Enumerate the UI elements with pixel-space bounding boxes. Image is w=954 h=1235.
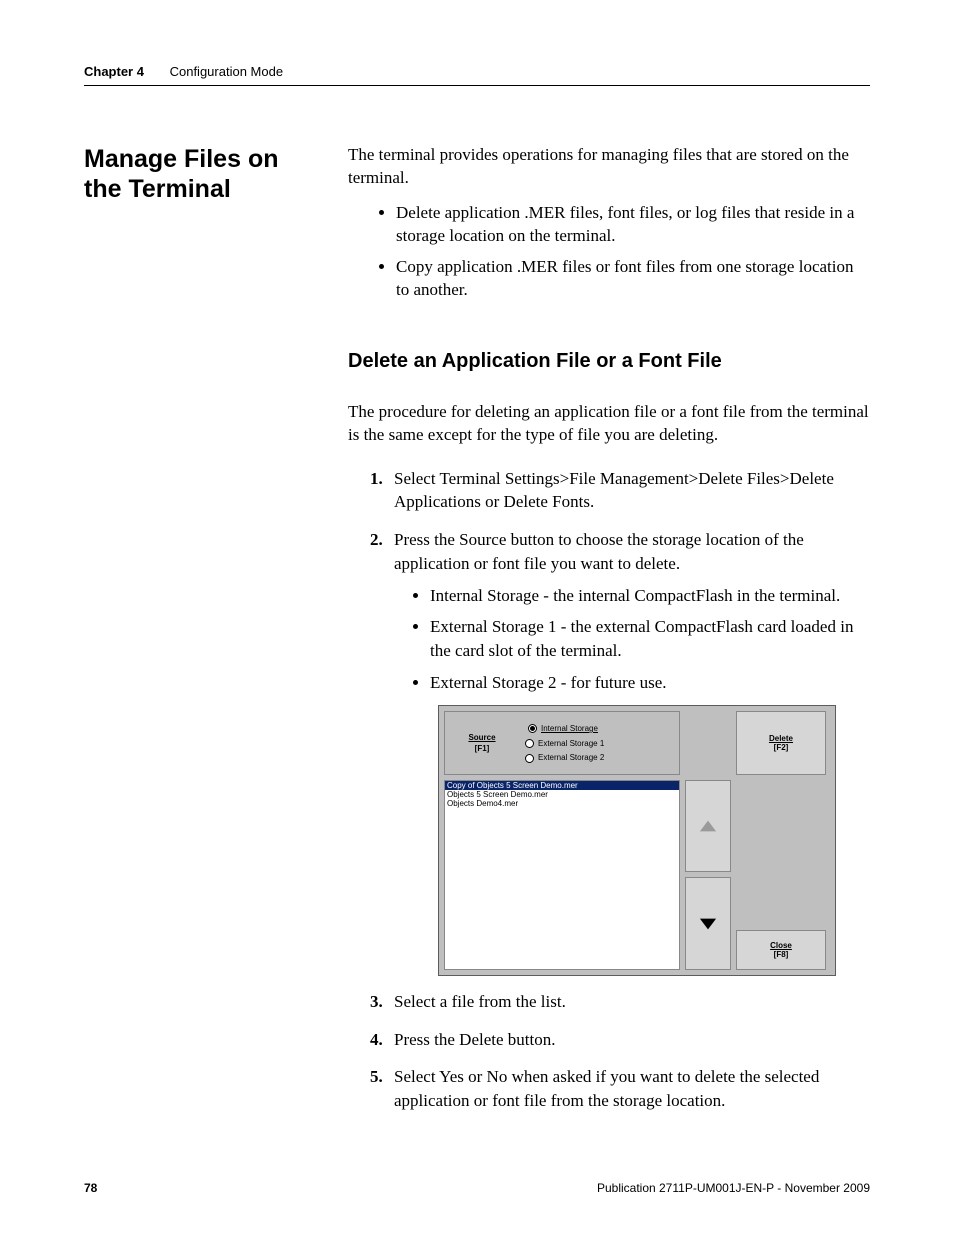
step-number: 3. — [370, 990, 383, 1014]
step-number: 1. — [370, 467, 383, 491]
close-key: [F8] — [774, 950, 789, 959]
scroll-up-button[interactable] — [685, 780, 731, 873]
radio-label: External Storage 1 — [538, 738, 604, 749]
triangle-down-icon — [699, 917, 717, 931]
list-item: External Storage 2 - for future use. — [430, 671, 870, 695]
triangle-up-icon — [699, 819, 717, 833]
storage-radio-group: Internal Storage External Storage 1 — [519, 712, 679, 774]
spacer — [685, 711, 731, 775]
dialog-bottom-row: Copy of Objects 5 Screen Demo.mer Object… — [444, 780, 830, 970]
radio-label: External Storage 2 — [538, 752, 604, 763]
chapter-title: Configuration Mode — [170, 64, 283, 79]
page-footer: 78 Publication 2711P-UM001J-EN-P - Novem… — [84, 1181, 870, 1195]
delete-label: Delete — [769, 734, 793, 743]
radio-icon — [525, 739, 534, 748]
file-list-item[interactable]: Objects Demo4.mer — [445, 799, 679, 808]
file-list-item[interactable]: Objects 5 Screen Demo.mer — [445, 790, 679, 799]
list-item: Delete application .MER files, font file… — [396, 202, 870, 248]
step-item: 5. Select Yes or No when asked if you wa… — [370, 1065, 870, 1113]
running-header: Chapter 4 Configuration Mode — [84, 64, 870, 86]
radio-icon — [525, 754, 534, 763]
step-text: Select Terminal Settings>File Management… — [394, 469, 834, 512]
step-text: Select Yes or No when asked if you want … — [394, 1067, 819, 1110]
step-item: 1. Select Terminal Settings>File Managem… — [370, 467, 870, 515]
intro-paragraph: The terminal provides operations for man… — [348, 144, 870, 190]
list-item: Internal Storage - the internal CompactF… — [430, 584, 870, 608]
document-page: Chapter 4 Configuration Mode Manage File… — [0, 0, 954, 1235]
scroll-arrow-column — [685, 780, 731, 970]
page-number: 78 — [84, 1181, 97, 1195]
section-title: Manage Files on the Terminal — [84, 144, 318, 204]
step-text: Select a file from the list. — [394, 992, 566, 1011]
step-item: 3. Select a file from the list. — [370, 990, 870, 1014]
step-number: 5. — [370, 1065, 383, 1089]
close-button[interactable]: Close [F8] — [736, 930, 826, 970]
ordered-steps: 1. Select Terminal Settings>File Managem… — [348, 467, 870, 1114]
list-item: Copy application .MER files or font file… — [396, 256, 870, 302]
radio-external-storage-1[interactable]: External Storage 1 — [525, 738, 679, 749]
step-item: 4. Press the Delete button. — [370, 1028, 870, 1052]
delete-file-dialog: Source [F1] Internal Storage — [438, 705, 836, 976]
radio-icon — [528, 724, 537, 733]
step-number: 4. — [370, 1028, 383, 1052]
radio-label: Internal Storage — [541, 723, 598, 734]
intro-bullet-list: Delete application .MER files, font file… — [348, 202, 870, 302]
close-column: Close [F8] — [736, 780, 826, 970]
list-item: External Storage 1 - the external Compac… — [430, 615, 870, 663]
two-column-layout: Manage Files on the Terminal The termina… — [84, 144, 870, 1127]
step-text: Press the Delete button. — [394, 1030, 555, 1049]
dialog-top-row: Source [F1] Internal Storage — [444, 711, 830, 775]
file-list[interactable]: Copy of Objects 5 Screen Demo.mer Object… — [444, 780, 680, 970]
dialog-screenshot: Source [F1] Internal Storage — [438, 705, 870, 976]
delete-button[interactable]: Delete [F2] — [736, 711, 826, 775]
subsection-paragraph: The procedure for deleting an applicatio… — [348, 401, 870, 447]
step-number: 2. — [370, 528, 383, 552]
radio-external-storage-2[interactable]: External Storage 2 — [525, 752, 679, 763]
source-key: [F1] — [475, 743, 490, 754]
left-column: Manage Files on the Terminal — [84, 144, 318, 1127]
close-label: Close — [770, 941, 792, 950]
chapter-label: Chapter 4 — [84, 64, 144, 79]
publication-info: Publication 2711P-UM001J-EN-P - November… — [597, 1181, 870, 1195]
source-label: Source — [468, 732, 495, 743]
step-sub-bullets: Internal Storage - the internal CompactF… — [394, 584, 870, 695]
right-column: The terminal provides operations for man… — [348, 144, 870, 1127]
radio-internal-storage[interactable]: Internal Storage — [525, 722, 679, 735]
source-button[interactable]: Source [F1] — [445, 712, 519, 774]
step-item: 2. Press the Source button to choose the… — [370, 528, 870, 976]
scroll-down-button[interactable] — [685, 877, 731, 970]
step-text: Press the Source button to choose the st… — [394, 530, 804, 573]
file-list-item[interactable]: Copy of Objects 5 Screen Demo.mer — [445, 781, 679, 790]
source-panel: Source [F1] Internal Storage — [444, 711, 680, 775]
delete-key: [F2] — [774, 743, 789, 752]
subsection-title: Delete an Application File or a Font Fil… — [348, 350, 870, 373]
